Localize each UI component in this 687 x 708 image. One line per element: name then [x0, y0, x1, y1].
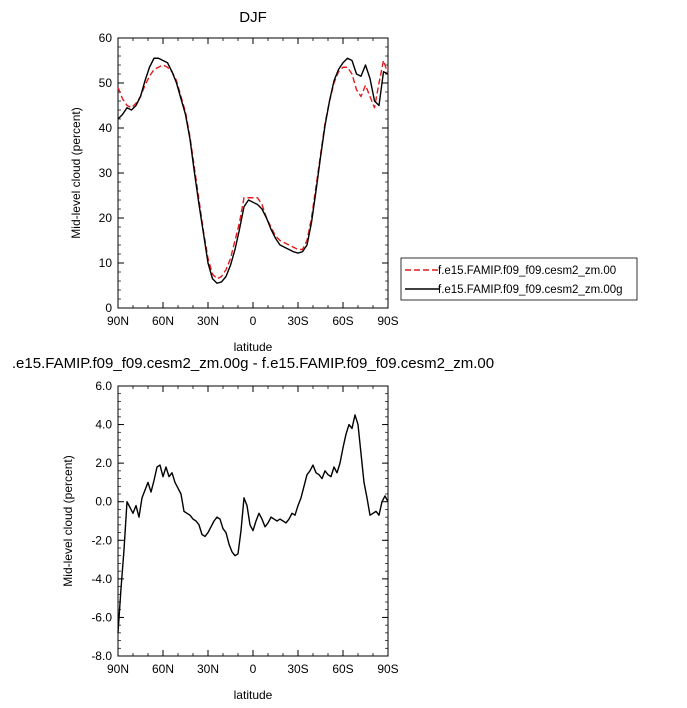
- series-lines: [117, 57, 389, 284]
- y-tick-label: -2.0: [91, 533, 112, 547]
- y-ticks: -8.0 -6.0 -4.0 -2.0 0.0 2.0 4.0 6.0: [91, 379, 388, 663]
- x-tick-label: 60N: [152, 662, 174, 676]
- y-tick-label: 10: [99, 256, 113, 270]
- legend-entry-series-2: f.e15.FAMIP.f09_f09.cesm2_zm.00g: [438, 284, 623, 296]
- x-tick-label: 30S: [287, 662, 308, 676]
- y-tick-label: 60: [99, 31, 113, 45]
- x-axis-label: latitude: [234, 688, 273, 702]
- legend: f.e15.FAMIP.f09_f09.cesm2_zm.00 f.e15.FA…: [400, 257, 638, 301]
- legend-entry-series-1: f.e15.FAMIP.f09_f09.cesm2_zm.00: [438, 265, 616, 277]
- x-tick-label: 0: [250, 662, 257, 676]
- y-tick-label: -6.0: [91, 610, 112, 624]
- chart-title: .e15.FAMIP.f09_f09.cesm2_zm.00g - f.e15.…: [12, 355, 494, 372]
- x-tick-label: 30N: [197, 314, 219, 328]
- x-tick-label: 90N: [107, 314, 129, 328]
- panel-difference: .e15.FAMIP.f09_f09.cesm2_zm.00g - f.e15.…: [12, 355, 494, 702]
- x-tick-label: 60S: [332, 662, 353, 676]
- chart-title: DJF: [239, 9, 267, 26]
- plot-frame: [117, 37, 389, 309]
- y-tick-label: 4.0: [95, 418, 112, 432]
- x-tick-label: 30S: [287, 314, 308, 328]
- panel-climatology: DJF 90N 60N 30N 0 30S 60S 90S 0 10 20 30 40 50 60 la…: [69, 9, 399, 354]
- x-axis-label: latitude: [234, 340, 273, 354]
- y-tick-label: 40: [99, 121, 113, 135]
- y-tick-label: -4.0: [91, 572, 112, 586]
- x-tick-label: 60S: [332, 314, 353, 328]
- y-tick-label: 30: [99, 166, 113, 180]
- series-line-1: [117, 414, 389, 633]
- series-line-1: [117, 59, 389, 280]
- plot-frame: [117, 385, 389, 657]
- series-lines: [117, 414, 389, 633]
- x-tick-label: 60N: [152, 314, 174, 328]
- y-tick-label: 0: [105, 301, 112, 315]
- x-ticks: 90N 60N 30N 0 30S 60S 90S: [107, 386, 399, 676]
- y-ticks: 0 10 20 30 40 50 60: [99, 31, 388, 315]
- legend-box: [400, 257, 638, 301]
- y-axis-label: Mid-level cloud (percent): [61, 455, 75, 586]
- y-tick-label: 2.0: [95, 456, 112, 470]
- y-tick-label: 20: [99, 211, 113, 225]
- series-line-2: [117, 57, 389, 284]
- x-tick-label: 90N: [107, 662, 129, 676]
- y-tick-label: 6.0: [95, 379, 112, 393]
- x-tick-label: 90S: [377, 314, 398, 328]
- x-ticks: 90N 60N 30N 0 30S 60S 90S: [107, 38, 399, 328]
- x-tick-label: 30N: [197, 662, 219, 676]
- y-tick-label: -8.0: [91, 649, 112, 663]
- x-tick-label: 0: [250, 314, 257, 328]
- x-tick-label: 90S: [377, 662, 398, 676]
- y-axis-label: Mid-level cloud (percent): [69, 107, 83, 238]
- y-tick-label: 50: [99, 76, 113, 90]
- y-tick-label: 0.0: [95, 495, 112, 509]
